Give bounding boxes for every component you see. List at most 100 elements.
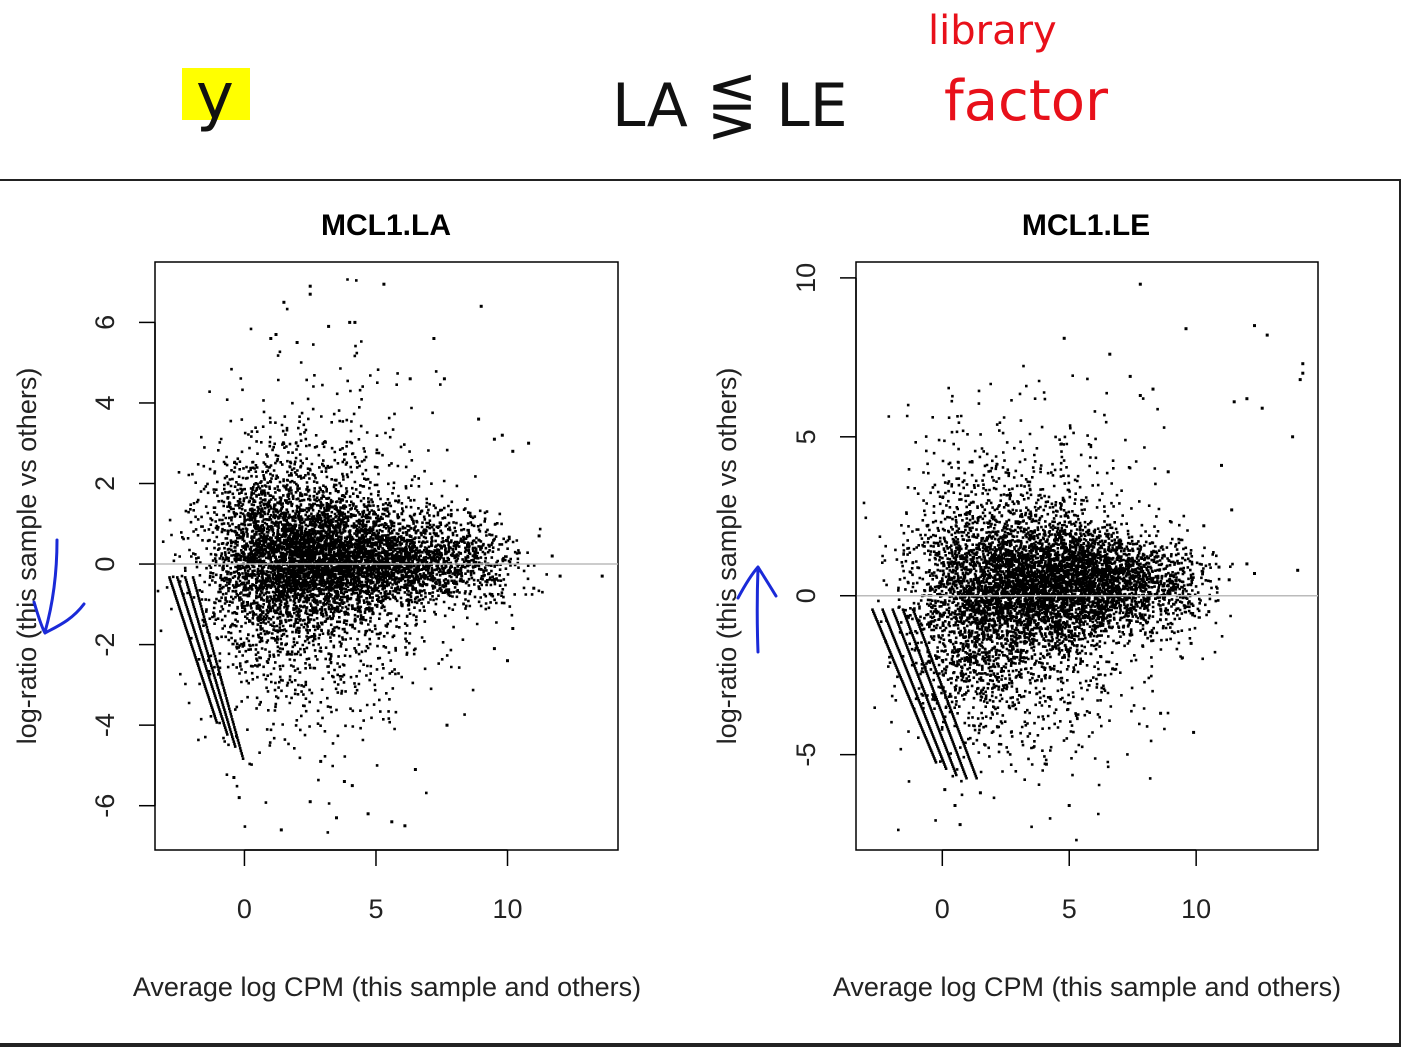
scatter-point: [237, 796, 241, 800]
highlighted-y-label: y: [196, 60, 234, 134]
scatter-point: [1108, 352, 1112, 356]
scatter-point: [335, 816, 338, 820]
scatter-point: [1138, 282, 1142, 286]
y-tick-label: 0: [90, 557, 120, 572]
scatter-point: [943, 788, 947, 792]
scatter-point: [308, 800, 312, 804]
scatter-point: [1166, 470, 1170, 474]
chart-title: MCL1.LA: [321, 209, 451, 242]
scatter-point: [527, 441, 531, 445]
scatter-point: [1227, 578, 1231, 582]
scatter-point: [403, 824, 407, 828]
comparison-text: LA ⋚ LE: [612, 71, 848, 141]
scatter-point: [1301, 371, 1305, 375]
y-axis-label: log-ratio (this sample vs others): [712, 368, 742, 745]
x-axis-label: Average log CPM (this sample and others): [133, 972, 641, 1002]
scatter-point: [1184, 327, 1188, 331]
red-note-factor: factor: [944, 69, 1109, 134]
scatter-point: [295, 341, 299, 344]
y-axis-label: log-ratio (this sample vs others): [12, 368, 42, 745]
scatter-point: [327, 324, 331, 328]
handwritten-annotations: y LA ⋚ LE library factor: [182, 8, 1109, 141]
scatter-point: [432, 337, 436, 340]
scatter-point: [413, 768, 417, 771]
scatter-point: [442, 377, 446, 381]
axes: 0 5 10 -6 -4 -2 0 2 4 6: [90, 315, 522, 924]
y-tick-label: -4: [90, 713, 120, 737]
y-tick-label: 2: [90, 476, 120, 491]
scatter-point: [269, 337, 273, 340]
scatter-point: [279, 828, 283, 832]
scatter-points: [232, 282, 604, 832]
scatter-point: [1260, 406, 1264, 410]
x-tick-label: 10: [1181, 894, 1211, 924]
scatter-point: [511, 627, 515, 630]
scatter-point: [308, 292, 312, 296]
scatter-point: [382, 282, 386, 286]
scatter-point: [1296, 568, 1300, 572]
scatter-point: [1189, 641, 1193, 645]
scatter-point: [408, 377, 412, 381]
scatter-point: [1184, 552, 1188, 556]
y-tick-label: -2: [90, 633, 120, 657]
scatter-point: [1301, 362, 1305, 366]
scatter-point: [511, 449, 515, 453]
scatter-point: [1151, 387, 1155, 391]
point-cloud: [862, 364, 1234, 842]
scatter-point: [550, 554, 554, 558]
scatter-point: [390, 820, 394, 824]
blue-up-arrow: [736, 565, 778, 654]
point-cloud: [156, 278, 548, 834]
dense-point-cloud: [862, 364, 1234, 842]
scatter-point: [1291, 435, 1295, 439]
y-tick-label: 10: [791, 263, 821, 293]
scatter-point: [1207, 610, 1211, 614]
scatter-point: [1217, 565, 1221, 569]
scatter-point: [445, 723, 449, 727]
x-tick-label: 0: [237, 894, 252, 924]
scatter-point: [348, 320, 352, 324]
scatter-point: [492, 437, 496, 441]
scatter-point: [1245, 562, 1249, 566]
scatter-point: [274, 333, 278, 336]
scatter-point: [558, 574, 562, 578]
panel-mcl1-le: 0 5 10 -5 0 5 10 MCL1.LE Average log CPM (this…: [712, 209, 1341, 1002]
scatter-point: [506, 659, 509, 663]
scatter-point: [1253, 324, 1256, 328]
scatter-point: [282, 300, 286, 304]
panel-mcl1-la: 0 5 10 -6 -4 -2 0 2 4 6 MCL1.LA Average log CPM (…: [12, 209, 641, 1002]
scatter-point: [532, 586, 536, 590]
scatter-point: [477, 417, 481, 421]
y-tick-label: 5: [791, 429, 821, 444]
scatter-point: [537, 534, 541, 538]
scatter-point: [500, 433, 504, 437]
scatter-point: [600, 574, 604, 578]
blue-down-arrow: [32, 538, 86, 635]
scatter-point: [232, 776, 236, 779]
scatter-point: [1044, 762, 1048, 766]
y-tick-label: 6: [90, 315, 120, 330]
red-note-library: library: [928, 8, 1057, 54]
scatter-point: [1138, 394, 1142, 397]
scatter-point: [1159, 711, 1163, 715]
scatter-point: [353, 320, 357, 324]
x-axis-label: Average log CPM (this sample and others): [833, 972, 1341, 1002]
scatter-point: [366, 812, 370, 816]
x-tick-label: 10: [492, 894, 522, 924]
scatter-point: [1265, 333, 1269, 337]
scatter-point: [1128, 374, 1132, 378]
scatter-point: [953, 804, 957, 807]
scatter-point: [479, 304, 483, 308]
x-tick-label: 5: [368, 894, 383, 924]
scatter-point: [1245, 397, 1249, 401]
x-tick-label: 5: [1062, 894, 1077, 924]
scatter-point: [342, 780, 346, 783]
scatter-points: [943, 282, 1305, 827]
y-tick-label: -6: [90, 794, 120, 818]
y-tick-label: 4: [90, 395, 120, 410]
x-tick-label: 0: [935, 894, 950, 924]
scatter-point: [1232, 400, 1236, 404]
scatter-point: [492, 647, 496, 651]
scatter-point: [1298, 378, 1302, 382]
